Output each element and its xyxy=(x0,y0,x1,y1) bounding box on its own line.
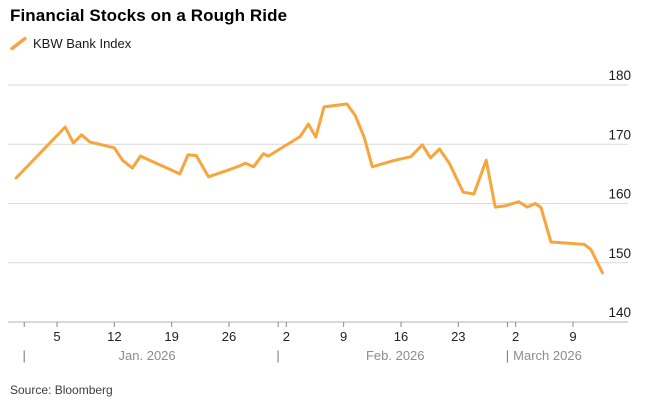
month-separator: | xyxy=(23,348,26,363)
series-line-kbw-bank-index xyxy=(14,102,604,275)
month-separator: | xyxy=(276,348,279,363)
month-separator: | xyxy=(506,348,509,363)
y-axis-label: 170 xyxy=(608,127,631,142)
month-label: Feb. 2026 xyxy=(366,348,425,363)
chart-title: Financial Stocks on a Rough Ride xyxy=(10,6,288,25)
y-axis-label: 140 xyxy=(608,305,631,320)
line-series-marker-icon xyxy=(10,36,27,51)
x-tick-label: 16 xyxy=(394,329,408,344)
x-tick-label: 2 xyxy=(512,329,519,344)
y-axis-label: 160 xyxy=(608,187,631,202)
y-axis-label: 180 xyxy=(608,68,631,83)
legend: KBW Bank Index xyxy=(10,36,131,51)
y-axis-label: 150 xyxy=(608,246,631,261)
x-tick-label: 26 xyxy=(222,329,236,344)
x-tick-label: 23 xyxy=(451,329,465,344)
x-tick-label: 9 xyxy=(569,329,576,344)
legend-label: KBW Bank Index xyxy=(33,36,132,51)
month-label: March 2026 xyxy=(513,348,582,363)
x-tick-label: 19 xyxy=(164,329,178,344)
x-tick-label: 9 xyxy=(340,329,347,344)
x-tick-label: 5 xyxy=(53,329,60,344)
source-note: Source: Bloomberg xyxy=(10,383,113,397)
x-tick-label: 12 xyxy=(107,329,121,344)
x-tick-label: 2 xyxy=(283,329,290,344)
month-label: Jan. 2026 xyxy=(119,348,176,363)
